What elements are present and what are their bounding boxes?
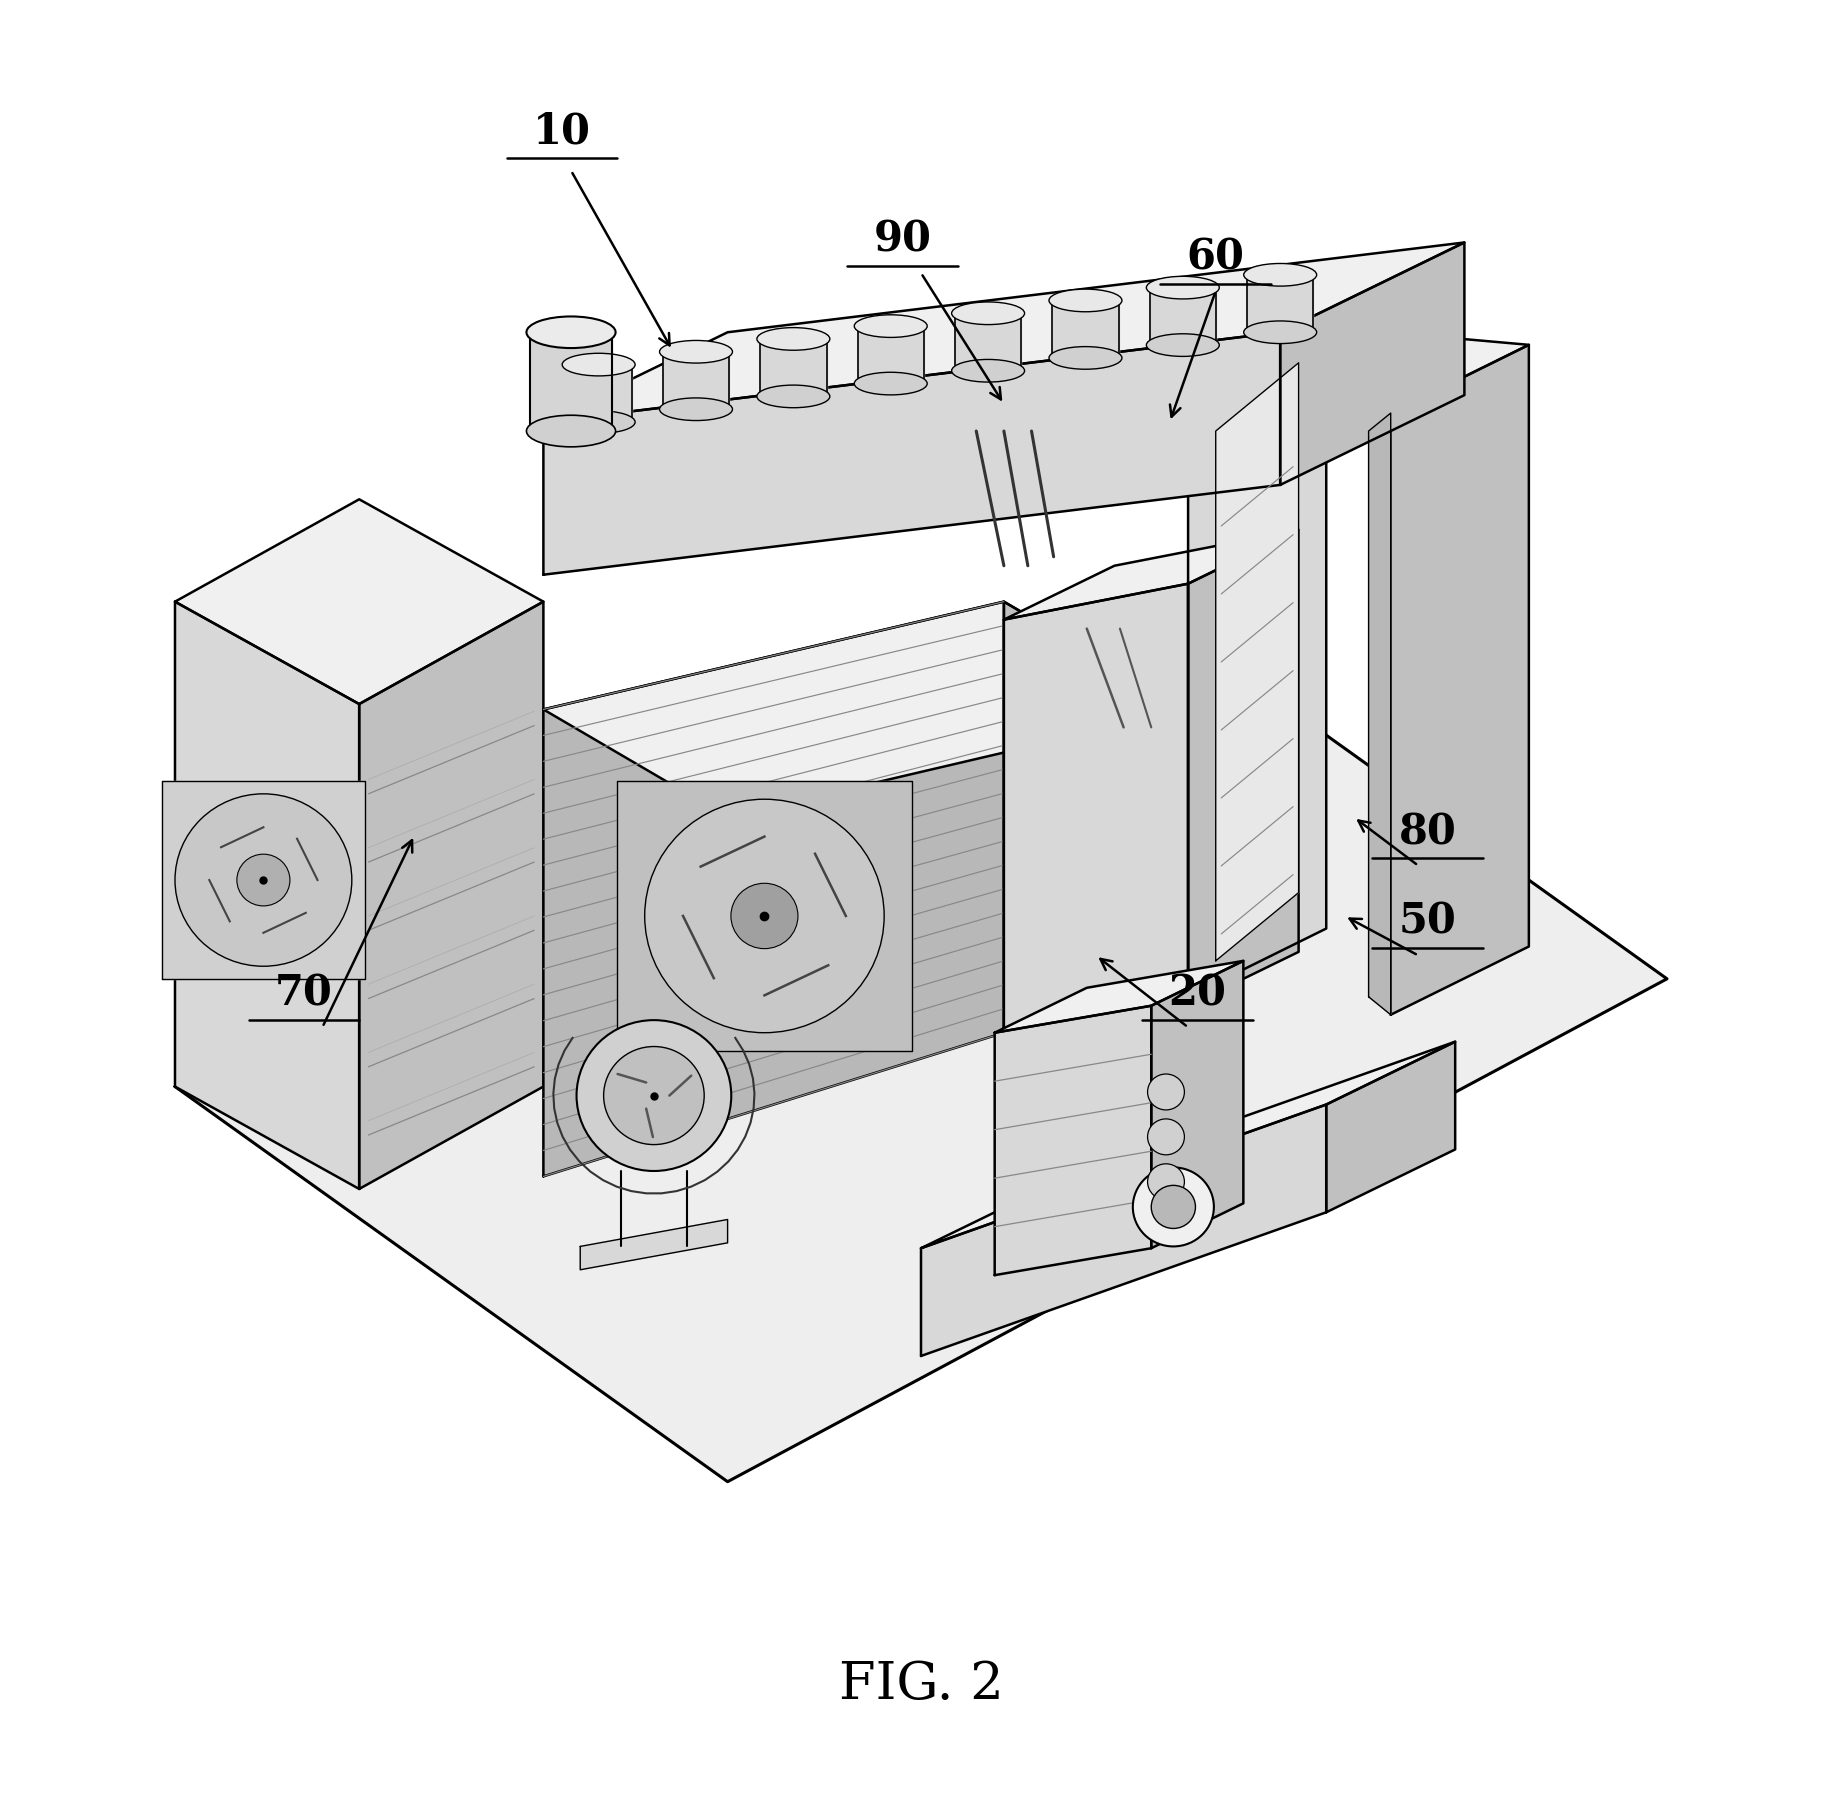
Ellipse shape [757, 327, 831, 350]
Ellipse shape [757, 384, 831, 408]
Polygon shape [921, 1105, 1326, 1356]
Polygon shape [1216, 363, 1299, 961]
Polygon shape [995, 1006, 1151, 1275]
Text: 50: 50 [1398, 902, 1457, 943]
Polygon shape [954, 313, 1020, 370]
Polygon shape [1188, 327, 1529, 413]
Circle shape [238, 855, 289, 905]
Polygon shape [1149, 287, 1216, 345]
Polygon shape [1188, 327, 1326, 997]
Ellipse shape [855, 372, 927, 395]
Ellipse shape [855, 314, 927, 338]
Polygon shape [543, 332, 1280, 575]
Ellipse shape [659, 399, 733, 420]
Ellipse shape [562, 411, 635, 433]
Circle shape [604, 1047, 704, 1144]
Ellipse shape [1146, 277, 1219, 298]
Polygon shape [1391, 345, 1529, 1015]
Ellipse shape [1146, 334, 1219, 356]
Circle shape [1148, 1164, 1184, 1200]
Polygon shape [543, 602, 1004, 1176]
Polygon shape [995, 961, 1243, 1033]
Circle shape [1148, 1119, 1184, 1155]
Ellipse shape [1243, 321, 1317, 343]
Polygon shape [1004, 602, 1188, 1140]
Text: 60: 60 [1186, 237, 1245, 278]
Ellipse shape [1243, 264, 1317, 286]
Text: 90: 90 [873, 219, 932, 260]
Polygon shape [663, 352, 729, 409]
Polygon shape [761, 339, 827, 397]
Text: 70: 70 [274, 973, 333, 1015]
Polygon shape [175, 602, 359, 1189]
Polygon shape [530, 332, 612, 431]
Circle shape [1151, 1185, 1195, 1228]
Polygon shape [1151, 961, 1243, 1248]
Polygon shape [175, 499, 543, 704]
Circle shape [731, 884, 798, 948]
Circle shape [1148, 1074, 1184, 1110]
Polygon shape [1004, 530, 1299, 620]
Text: FIG. 2: FIG. 2 [838, 1660, 1004, 1710]
Polygon shape [921, 1042, 1455, 1248]
Polygon shape [175, 584, 1667, 1482]
Polygon shape [1369, 413, 1391, 1015]
Polygon shape [1247, 275, 1313, 332]
Polygon shape [543, 242, 1464, 422]
Polygon shape [543, 602, 1188, 817]
Ellipse shape [562, 354, 635, 375]
Polygon shape [359, 602, 543, 1189]
Circle shape [175, 794, 352, 966]
Polygon shape [580, 1219, 728, 1270]
Polygon shape [162, 781, 365, 979]
Polygon shape [1052, 300, 1118, 357]
Ellipse shape [952, 302, 1024, 325]
Polygon shape [1004, 584, 1188, 1042]
Polygon shape [858, 327, 925, 384]
Ellipse shape [527, 415, 615, 447]
Polygon shape [617, 781, 912, 1051]
Ellipse shape [659, 341, 733, 363]
Ellipse shape [1048, 289, 1122, 313]
Circle shape [645, 799, 884, 1033]
Text: 20: 20 [1168, 973, 1227, 1015]
Circle shape [577, 1020, 731, 1171]
Polygon shape [1188, 530, 1299, 1006]
Polygon shape [565, 365, 632, 422]
Circle shape [1133, 1167, 1214, 1246]
Text: 10: 10 [532, 111, 591, 153]
Polygon shape [1280, 242, 1464, 485]
Ellipse shape [952, 359, 1024, 383]
Ellipse shape [1048, 347, 1122, 370]
Text: 80: 80 [1398, 812, 1457, 853]
Polygon shape [1326, 1042, 1455, 1212]
Ellipse shape [527, 316, 615, 348]
